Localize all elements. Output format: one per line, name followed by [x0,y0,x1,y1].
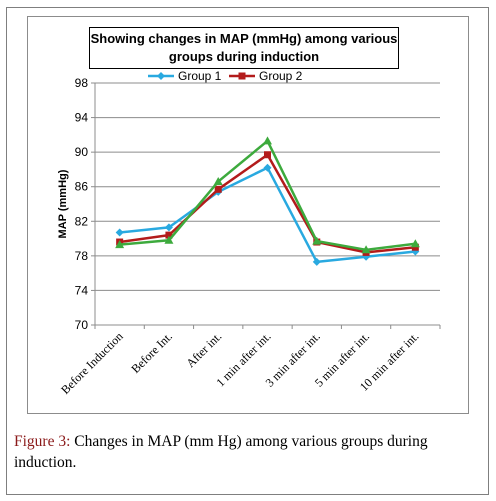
y-tick-label: 74 [75,283,89,297]
caption-text: Changes in MAP (mm Hg) among various gro… [14,433,428,471]
data-point [312,236,322,245]
data-point [115,228,124,237]
y-tick-label: 82 [75,214,89,228]
data-point [164,235,174,244]
y-tick-label: 70 [75,318,89,332]
x-tick-label: Before Induction [58,329,126,397]
chart-frame [27,16,469,414]
data-point [264,151,271,159]
data-point [115,240,125,249]
data-point [164,223,173,232]
data-point [214,185,222,193]
y-tick-label: 90 [75,145,89,159]
data-point [263,136,272,145]
data-point [165,231,173,239]
data-point [361,245,371,254]
series-line [119,166,416,264]
x-tick-label: Before Int. [128,329,175,376]
legend-marker [238,72,246,80]
chart-title: Showing changes in MAP (mmHg) among vari… [89,27,399,69]
y-axis-label: MAP (mmHg) [57,169,69,238]
data-point [410,239,420,248]
x-tick-label: After int. [183,329,224,370]
legend-label: Group 1 [178,69,222,83]
legend-marker [157,72,165,80]
data-point [263,163,272,172]
data-point [213,177,223,186]
y-tick-label: 98 [75,76,89,90]
y-tick-label: 86 [75,180,89,194]
y-tick-label: 94 [75,111,89,125]
caption-label: Figure 3: [14,433,71,450]
legend-label: Group 2 [259,69,303,83]
data-point [312,257,321,266]
figure-caption: Figure 3: Changes in MAP (mm Hg) among v… [14,431,480,473]
y-tick-label: 78 [75,249,89,263]
